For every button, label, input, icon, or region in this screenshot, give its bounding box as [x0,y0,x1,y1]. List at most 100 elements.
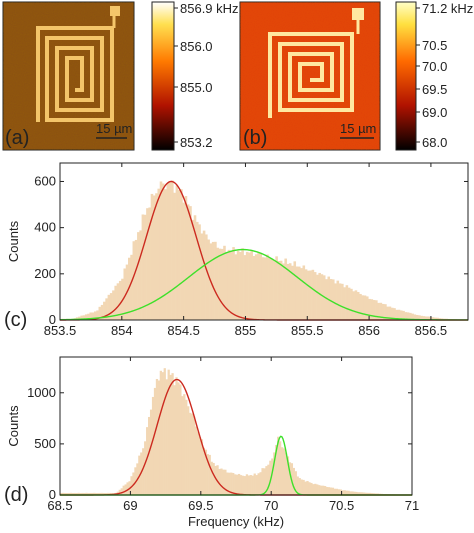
histogram-bar [279,441,282,495]
x-tick-label: 69.5 [188,498,213,513]
histogram-bar [409,312,412,320]
histogram-bar [146,208,149,320]
panel-b-colorbar-tick: 70.5 [422,38,447,53]
histogram-bar [226,472,229,495]
histogram-bar [420,315,423,320]
histogram-bar [165,379,168,495]
y-axis-label: Counts [6,405,21,447]
histogram-bar [374,493,378,495]
histogram-bar [363,295,367,320]
histogram-bar [309,270,312,320]
histogram-bar [63,492,67,495]
histogram-bar [85,492,88,495]
histogram-bar [161,372,164,495]
x-tick-label: 855 [235,323,257,338]
histogram-bar [155,378,159,495]
histogram-bar [137,232,140,320]
y-tick-label: 400 [34,220,56,235]
histogram-bar [368,492,372,495]
histogram-bar [438,318,442,320]
histogram-bar [168,180,172,320]
histogram-bar [234,474,237,495]
histogram-bar [255,475,258,495]
histogram-bar [159,181,163,320]
histogram-bar [175,185,179,320]
panel-b-colorbar-tick: 68.0 [422,135,447,150]
histogram-bar [304,481,307,495]
histogram-bar [376,493,380,495]
histogram-bar [139,230,142,320]
histogram-bar [359,492,362,495]
histogram-bar [105,298,108,320]
histogram-bar [109,293,113,320]
histogram-bar [214,241,217,320]
histogram-bar [143,214,147,320]
histogram-bar [282,263,285,320]
histogram-bar [171,373,174,495]
plot-frame [59,162,469,321]
histogram-bar [130,254,133,320]
panel-a-colorbar-tick: 853.2 [180,135,213,150]
histogram-bar [91,312,95,320]
histogram-bar [320,485,323,495]
histogram-bar [280,447,284,495]
histogram-bar [173,385,176,495]
histogram-bar [266,254,269,320]
panel-a-colorbar-gradient [151,1,175,151]
histogram-bar [245,251,249,320]
histogram-bar [422,316,426,320]
histogram-bar [411,313,414,320]
histogram-bar [318,485,321,495]
histogram-bar [220,468,223,495]
histogram-bar [180,189,183,320]
histogram-bar [316,484,319,495]
panel-a-coil-pad [110,6,120,16]
histogram-bar [67,492,71,495]
histogram-bar [386,306,389,320]
panel-b-colorbar-tick: 69.5 [422,82,447,97]
histogram-bar [198,437,202,495]
histogram-bar [208,454,211,495]
histogram-bar [220,248,224,320]
histogram-bar [251,475,254,495]
histogram-bar [335,488,338,495]
histogram-bar [243,255,247,320]
histogram-bar [397,309,401,320]
panel-b-colorbar-gradient [395,1,417,151]
histogram-bar [114,285,117,320]
histogram-bar [83,492,86,495]
histogram-bar [390,307,394,320]
histogram-bar [294,471,297,495]
histogram-bar [259,472,262,495]
histogram-bar [341,283,344,320]
x-tick-label: 854 [111,323,133,338]
histogram-bar [227,249,231,320]
histogram-bar [247,475,250,495]
histogram-bar [153,387,157,495]
histogram-bar [73,492,76,495]
histogram-bar [298,266,301,320]
histogram-bar [279,260,283,320]
histogram-bar [313,272,317,320]
histogram-bar [84,314,88,320]
histogram-bar [261,257,265,320]
histogram-bar [191,413,194,495]
panel-b-colorbar-tick: 71.2 kHz [422,1,473,16]
fit-curve-green [59,248,469,321]
histogram-bar [277,436,280,495]
histogram-bar [194,426,198,495]
histogram-bar [198,224,201,320]
histogram-bar [379,302,383,320]
histogram-bar [343,287,346,320]
histogram-bar [338,283,342,320]
histogram-bar [241,248,244,320]
histogram-bar [345,285,349,320]
histogram-bar [434,317,437,320]
histogram-bar [368,298,371,320]
histogram-bar [189,206,192,320]
histogram-bar [257,253,260,320]
histogram-bar [166,182,170,320]
histogram-bar [175,377,178,495]
histogram-bar [269,460,272,495]
histogram-bar [182,202,185,320]
